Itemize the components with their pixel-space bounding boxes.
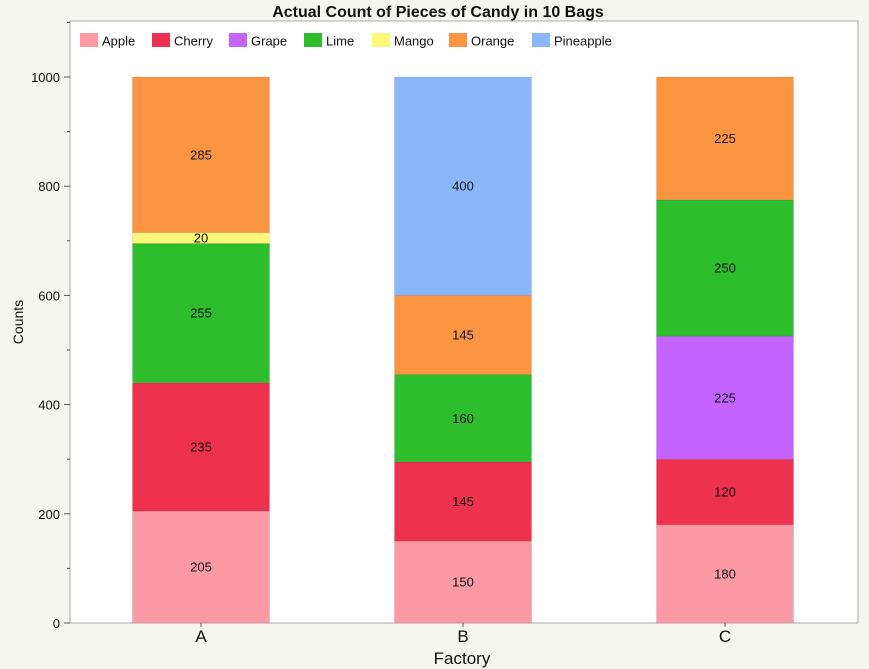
- x-category-label-b: B: [457, 627, 468, 646]
- legend-label-pineapple: Pineapple: [554, 34, 612, 49]
- legend-label-mango: Mango: [394, 34, 434, 49]
- y-axis-label: Counts: [10, 300, 26, 344]
- data-label-b-lime: 160: [452, 411, 474, 426]
- legend-swatch-apple: [80, 33, 98, 47]
- bar-a-cherry: [132, 382, 270, 512]
- y-tick-label: 200: [38, 507, 60, 522]
- bar-a-orange: [132, 76, 270, 234]
- data-label-c-cherry: 120: [714, 484, 736, 499]
- chart-title: Actual Count of Pieces of Candy in 10 Ba…: [272, 4, 604, 21]
- data-label-c-grape: 225: [714, 390, 736, 405]
- legend-label-grape: Grape: [251, 34, 287, 49]
- legend-swatch-grape: [229, 33, 247, 47]
- legend-label-apple: Apple: [102, 34, 135, 49]
- data-label-b-pineapple: 400: [452, 179, 474, 194]
- data-label-a-orange: 285: [190, 147, 212, 162]
- legend-swatch-lime: [304, 33, 322, 47]
- y-tick-label: 1000: [31, 70, 60, 85]
- x-axis: A B C: [195, 623, 731, 646]
- bar-b-apple: [394, 540, 532, 624]
- data-label-c-orange: 225: [714, 131, 736, 146]
- legend-swatch-pineapple: [532, 33, 550, 47]
- legend-label-orange: Orange: [471, 34, 514, 49]
- bar-b-pineapple: [394, 76, 532, 296]
- legend-swatch-orange: [449, 33, 467, 47]
- data-label-a-cherry: 235: [190, 439, 212, 454]
- bar-c-lime: [656, 199, 794, 337]
- data-label-b-orange: 145: [452, 327, 474, 342]
- bar-c-grape: [656, 335, 794, 460]
- y-axis: 0 200 400 600 800 1000: [31, 21, 70, 631]
- y-tick-label: 0: [53, 616, 60, 631]
- bar-c-cherry: [656, 458, 794, 526]
- legend-swatch-mango: [372, 33, 390, 47]
- y-tick-label: 400: [38, 398, 60, 413]
- bar-b-cherry: [394, 461, 532, 542]
- y-tick-label: 600: [38, 288, 60, 303]
- x-axis-label: Factory: [434, 649, 491, 668]
- data-label-c-apple: 180: [714, 566, 736, 581]
- legend-label-cherry: Cherry: [174, 34, 214, 49]
- bar-b-lime: [394, 374, 532, 463]
- data-label-a-lime: 255: [190, 306, 212, 321]
- bar-c-apple: [656, 524, 794, 624]
- legend-swatch-cherry: [152, 33, 170, 47]
- data-label-a-mango: 20: [194, 231, 208, 246]
- bar-c-orange: [656, 76, 794, 201]
- legend-label-lime: Lime: [326, 34, 354, 49]
- y-tick-label: 800: [38, 179, 60, 194]
- bar-a-lime: [132, 243, 270, 384]
- bars-group: 205 235 255 20 285 150 145 160 145 400 180 120 225 25…: [132, 76, 794, 624]
- legend: Apple Cherry Grape Lime Mango Orange Pineapple: [80, 33, 612, 49]
- data-label-a-apple: 205: [190, 560, 212, 575]
- data-label-c-lime: 250: [714, 261, 736, 276]
- data-label-b-cherry: 145: [452, 494, 474, 509]
- x-category-label-c: C: [719, 627, 731, 646]
- data-label-b-apple: 150: [452, 575, 474, 590]
- x-category-label-a: A: [195, 627, 207, 646]
